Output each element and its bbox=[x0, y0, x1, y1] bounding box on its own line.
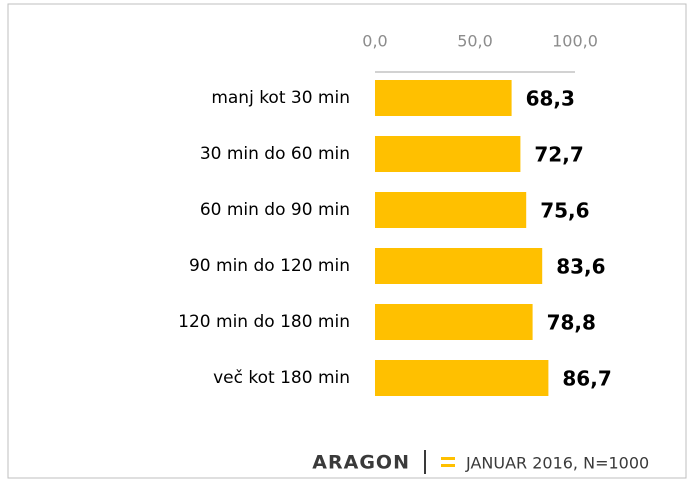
y-tick-label: 90 min do 120 min bbox=[189, 256, 350, 276]
value-label: 86,7 bbox=[562, 367, 611, 391]
brand: ARAGON bbox=[312, 452, 410, 474]
y-tick-label: več kot 180 min bbox=[213, 368, 350, 388]
value-label: 72,7 bbox=[534, 143, 583, 167]
frame bbox=[7, 3, 687, 479]
value-label: 68,3 bbox=[526, 87, 575, 111]
note: JANUAR 2016, N=1000 bbox=[465, 454, 649, 473]
bar bbox=[375, 136, 521, 172]
y-tick-label: 30 min do 60 min bbox=[200, 144, 350, 164]
bar bbox=[375, 80, 512, 116]
x-tick-label: 0,0 bbox=[362, 32, 387, 51]
bar bbox=[375, 304, 533, 340]
logo-bar bbox=[441, 457, 455, 460]
bar bbox=[375, 192, 527, 228]
bar bbox=[375, 360, 549, 396]
bar bbox=[375, 248, 543, 284]
y-tick-label: 60 min do 90 min bbox=[200, 200, 350, 220]
y-tick-label: manj kot 30 min bbox=[211, 88, 350, 108]
value-label: 83,6 bbox=[556, 255, 605, 279]
value-label: 75,6 bbox=[540, 199, 589, 223]
y-tick-label: 120 min do 180 min bbox=[178, 312, 350, 332]
x-tick-label: 50,0 bbox=[457, 32, 493, 51]
logo-bar bbox=[441, 464, 455, 467]
value-label: 78,8 bbox=[547, 311, 596, 335]
x-tick-label: 100,0 bbox=[552, 32, 598, 51]
